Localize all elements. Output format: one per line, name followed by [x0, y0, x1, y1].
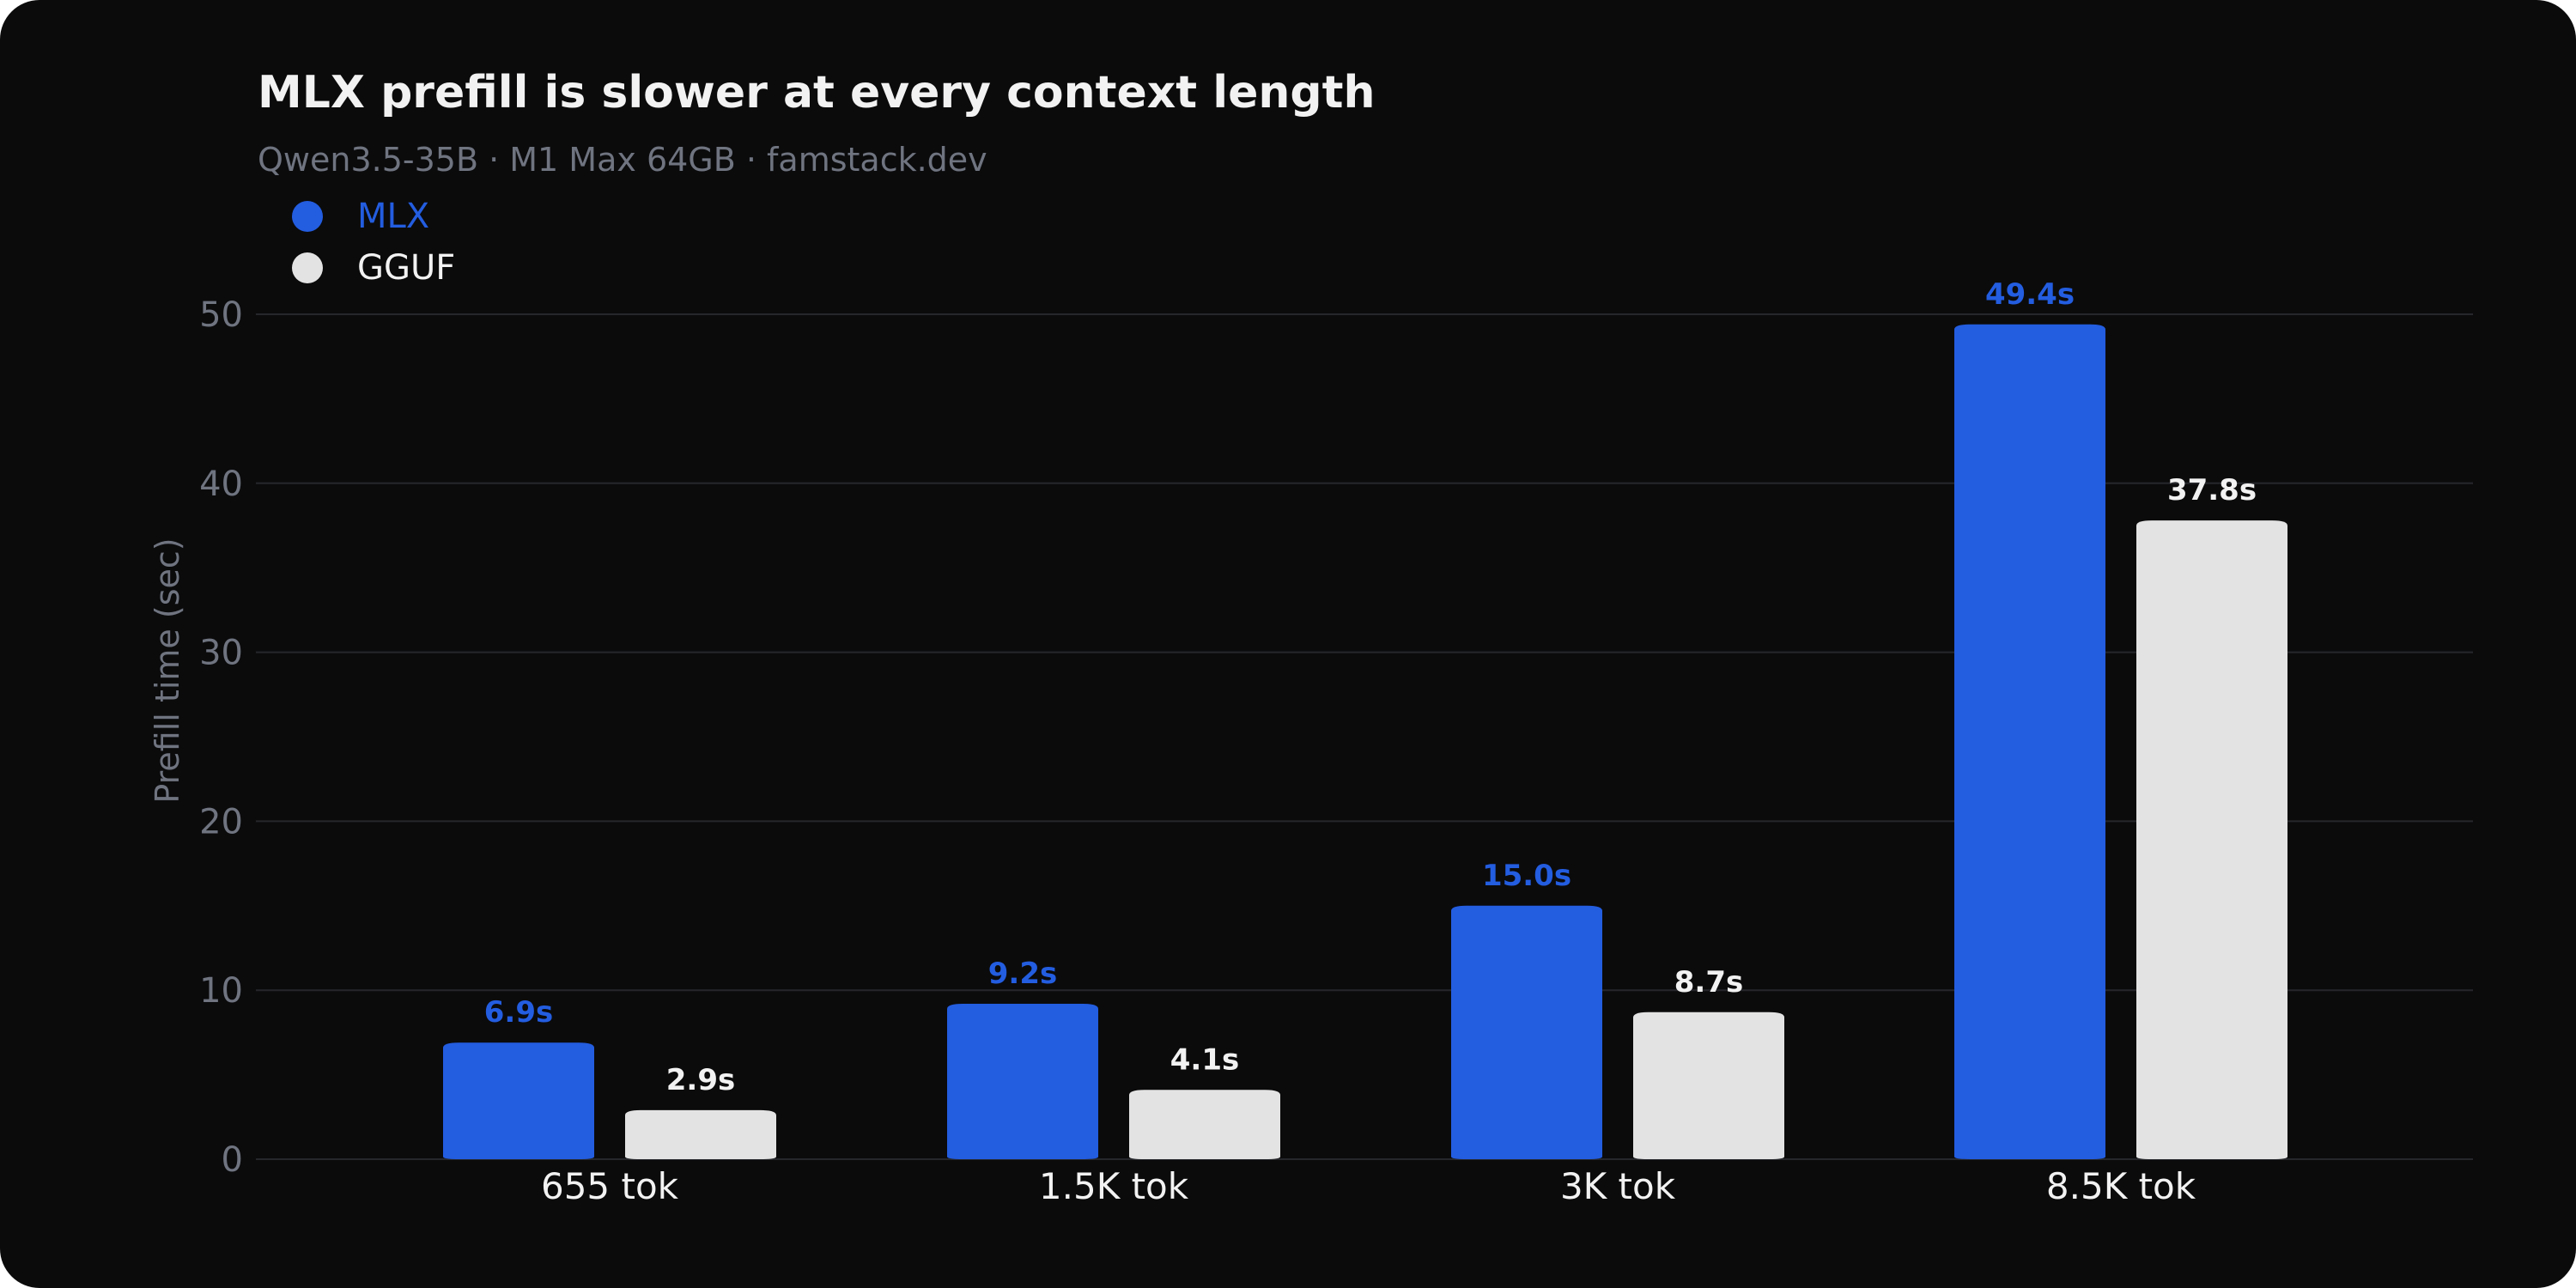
chart-subtitle: Qwen3.5-35B · M1 Max 64GB · famstack.dev: [258, 141, 987, 179]
legend: MLX GGUF: [292, 191, 455, 294]
bar-value-label: 6.9s: [484, 995, 553, 1030]
bar-value-label: 9.2s: [988, 957, 1057, 991]
x-tick-label: 655 tok: [541, 1165, 679, 1207]
y-tick-label: 20: [199, 802, 243, 841]
legend-swatch-mlx-icon: [292, 201, 323, 232]
bar-mlx: [443, 1042, 594, 1159]
bar-value-label: 8.7s: [1674, 965, 1743, 999]
legend-label-mlx: MLX: [357, 197, 430, 236]
bar-gguf: [625, 1109, 776, 1159]
legend-label-gguf: GGUF: [357, 248, 456, 288]
y-tick-label: 30: [199, 634, 243, 673]
y-tick-label: 10: [199, 971, 243, 1011]
y-tick-label: 50: [199, 295, 243, 335]
x-tick-label: 1.5K tok: [1039, 1165, 1189, 1207]
legend-item-gguf: GGUF: [292, 242, 455, 294]
bar-mlx: [1954, 324, 2105, 1160]
bar-value-label: 2.9s: [666, 1063, 735, 1097]
bar-mlx: [1451, 905, 1602, 1159]
bar-gguf: [2136, 520, 2287, 1159]
x-tick-label: 3K tok: [1560, 1165, 1676, 1207]
legend-item-mlx: MLX: [292, 191, 455, 242]
bar-value-label: 15.0s: [1482, 859, 1571, 893]
bar-mlx: [947, 1003, 1098, 1159]
bar-value-label: 4.1s: [1170, 1042, 1239, 1077]
chart-title: MLX prefill is slower at every context l…: [258, 67, 1376, 118]
bar-gguf: [1633, 1012, 1784, 1159]
y-tick-label: 0: [222, 1140, 243, 1180]
bar-gguf: [1129, 1090, 1280, 1159]
bar-value-label: 49.4s: [1985, 277, 2075, 312]
y-tick-label: 40: [199, 465, 243, 504]
legend-swatch-gguf-icon: [292, 252, 323, 283]
bar-value-label: 37.8s: [2167, 473, 2257, 507]
x-tick-label: 8.5K tok: [2046, 1165, 2196, 1207]
